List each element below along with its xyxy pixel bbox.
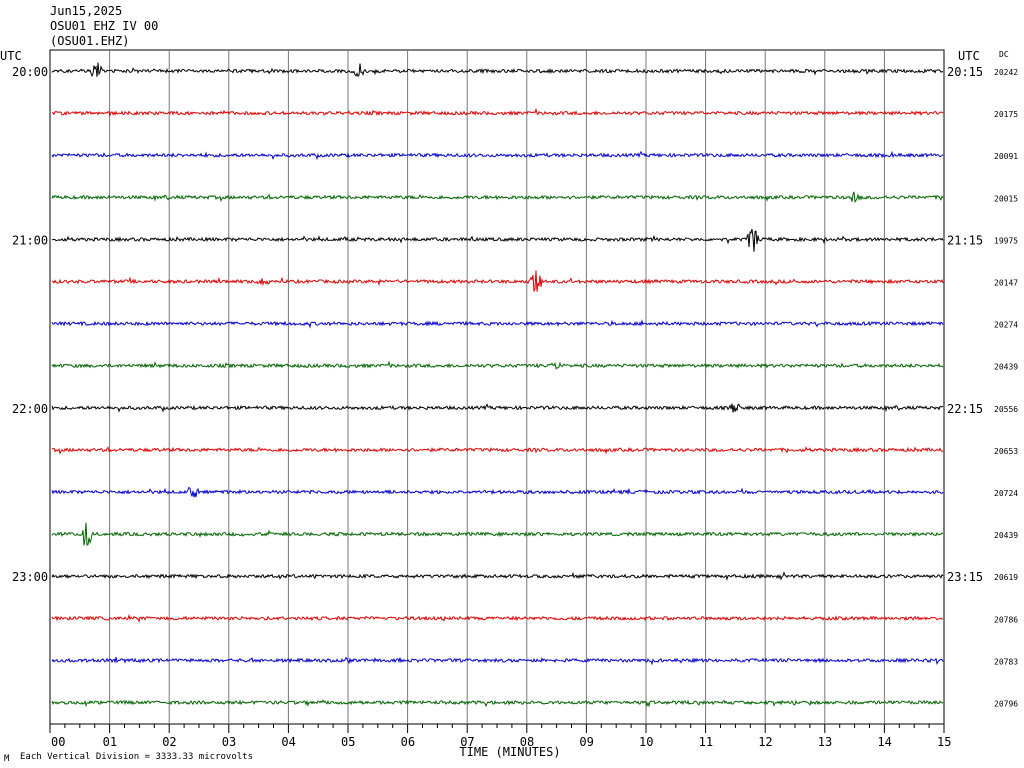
trace-row-10 (51, 486, 944, 498)
right-utc-label: UTC (958, 49, 980, 63)
x-axis-title: TIME (MINUTES) (459, 745, 560, 759)
date-label: Jun15,2025 (50, 4, 123, 18)
x-tick-label-08: 08 (520, 735, 534, 749)
trace-row-6 (51, 319, 944, 329)
dc-value: 20091 (994, 152, 1018, 161)
x-tick-label-06: 06 (401, 735, 415, 749)
dc-value: 20653 (994, 447, 1018, 456)
trace-row-15 (51, 699, 944, 708)
right-time-label: 21:15 (947, 233, 983, 247)
right-time-label: 22:15 (947, 402, 983, 416)
dc-value: 20619 (994, 573, 1018, 582)
x-tick-label-10: 10 (639, 735, 653, 749)
x-tick-label-00: 00 (51, 735, 65, 749)
x-tick-label-03: 03 (222, 735, 236, 749)
scale-note: Each Vertical Division = 3333.33 microvo… (20, 752, 253, 762)
channel-label: (OSU01.EHZ) (50, 34, 130, 48)
dc-value: 20783 (994, 657, 1018, 666)
trace-row-2 (51, 150, 944, 161)
trace-row-4 (51, 228, 944, 252)
trace-row-7 (51, 360, 944, 370)
trace-row-14 (51, 656, 944, 666)
dc-value: 20724 (994, 489, 1018, 498)
plot-frame (49, 49, 945, 725)
x-tick-label-07: 07 (460, 735, 474, 749)
trace-row-9 (51, 446, 944, 455)
dc-value: 20556 (994, 405, 1018, 414)
dc-value: 20439 (994, 363, 1018, 372)
x-tick-label-01: 01 (103, 735, 117, 749)
grid-lines (109, 50, 885, 724)
dc-label: DC (999, 50, 1009, 59)
dc-value: 20242 (994, 68, 1018, 77)
x-tick-label-05: 05 (341, 735, 355, 749)
left-time-label: 23:00 (12, 570, 48, 584)
x-tick-label-14: 14 (877, 735, 891, 749)
dc-value: 20147 (994, 279, 1018, 288)
trace-row-11 (51, 522, 944, 546)
traces (51, 62, 944, 708)
x-tick-label-12: 12 (758, 735, 772, 749)
dc-value: 20274 (994, 321, 1018, 330)
dc-value: 20439 (994, 531, 1018, 540)
x-tick-label-02: 02 (162, 735, 176, 749)
left-utc-label: UTC (0, 49, 22, 63)
dc-value: 20796 (994, 700, 1018, 709)
left-time-label: 21:00 (12, 233, 48, 247)
trace-row-13 (51, 613, 944, 624)
dc-value: 20015 (994, 194, 1018, 203)
right-time-label: 20:15 (947, 65, 983, 79)
x-tick-label-13: 13 (818, 735, 832, 749)
station-label: OSU01 EHZ IV 00 (50, 19, 159, 33)
axis-labels: 00 01 02 03 04 05 06 07 08 09 10 11 12 13 14 15 TIME (MI… (0, 49, 1018, 759)
trace-row-5 (51, 270, 944, 292)
trace-row-1 (51, 107, 944, 117)
dc-value: 20175 (994, 110, 1018, 119)
x-tick-label-04: 04 (281, 735, 295, 749)
dc-value: 20786 (994, 615, 1018, 624)
trace-row-3 (51, 191, 944, 204)
left-time-label: 22:00 (12, 402, 48, 416)
x-tick-label-09: 09 (579, 735, 593, 749)
trace-row-12 (51, 571, 944, 582)
trace-row-8 (51, 403, 944, 413)
dc-value: 19975 (994, 236, 1018, 245)
corner-mark: M (4, 754, 10, 764)
trace-row-0 (51, 62, 944, 78)
right-time-label: 23:15 (947, 570, 983, 584)
x-tick-label-11: 11 (699, 735, 713, 749)
x-tick-label-15: 15 (937, 735, 951, 749)
left-time-label: 20:00 (12, 65, 48, 79)
